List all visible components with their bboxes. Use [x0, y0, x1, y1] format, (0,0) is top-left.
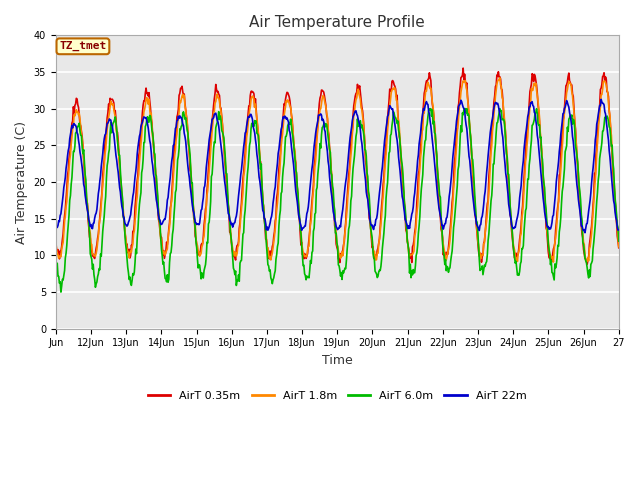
AirT 1.8m: [550, 259, 557, 265]
Title: Air Temperature Profile: Air Temperature Profile: [250, 15, 425, 30]
AirT 0.35m: [52, 239, 60, 244]
AirT 22m: [250, 124, 257, 130]
AirT 0.35m: [221, 164, 229, 169]
AirT 1.8m: [250, 94, 257, 100]
AirT 6.0m: [427, 106, 435, 111]
AirT 6.0m: [119, 196, 127, 202]
AirT 22m: [427, 123, 435, 129]
AirT 22m: [396, 161, 403, 167]
Legend: AirT 0.35m, AirT 1.8m, AirT 6.0m, AirT 22m: AirT 0.35m, AirT 1.8m, AirT 6.0m, AirT 2…: [144, 386, 531, 405]
Line: AirT 22m: AirT 22m: [56, 99, 619, 233]
AirT 0.35m: [118, 195, 125, 201]
Text: TZ_tmet: TZ_tmet: [60, 41, 106, 51]
AirT 0.35m: [460, 65, 467, 71]
AirT 6.0m: [52, 258, 60, 264]
AirT 1.8m: [221, 161, 229, 167]
AirT 0.35m: [427, 78, 435, 84]
AirT 6.0m: [250, 123, 258, 129]
AirT 22m: [597, 96, 605, 102]
AirT 6.0m: [396, 140, 404, 146]
AirT 0.35m: [615, 245, 623, 251]
AirT 1.8m: [615, 244, 623, 250]
AirT 22m: [615, 227, 623, 233]
AirT 22m: [271, 188, 278, 193]
AirT 22m: [52, 223, 60, 229]
AirT 0.35m: [583, 262, 591, 267]
AirT 1.8m: [496, 75, 504, 81]
AirT 1.8m: [396, 124, 403, 130]
AirT 6.0m: [428, 107, 436, 113]
AirT 6.0m: [615, 238, 623, 244]
AirT 0.35m: [271, 229, 278, 235]
AirT 6.0m: [57, 289, 65, 295]
AirT 0.35m: [250, 89, 257, 95]
AirT 6.0m: [222, 170, 230, 176]
AirT 6.0m: [271, 268, 279, 274]
AirT 1.8m: [52, 237, 60, 243]
Line: AirT 6.0m: AirT 6.0m: [56, 108, 619, 292]
X-axis label: Time: Time: [322, 354, 353, 367]
AirT 1.8m: [427, 85, 435, 91]
AirT 1.8m: [118, 192, 125, 198]
AirT 22m: [118, 204, 125, 209]
Y-axis label: Air Temperature (C): Air Temperature (C): [15, 120, 28, 243]
Line: AirT 1.8m: AirT 1.8m: [56, 78, 619, 262]
Line: AirT 0.35m: AirT 0.35m: [56, 68, 619, 264]
AirT 22m: [581, 230, 589, 236]
AirT 22m: [221, 183, 229, 189]
AirT 1.8m: [271, 233, 278, 239]
AirT 0.35m: [396, 134, 403, 140]
